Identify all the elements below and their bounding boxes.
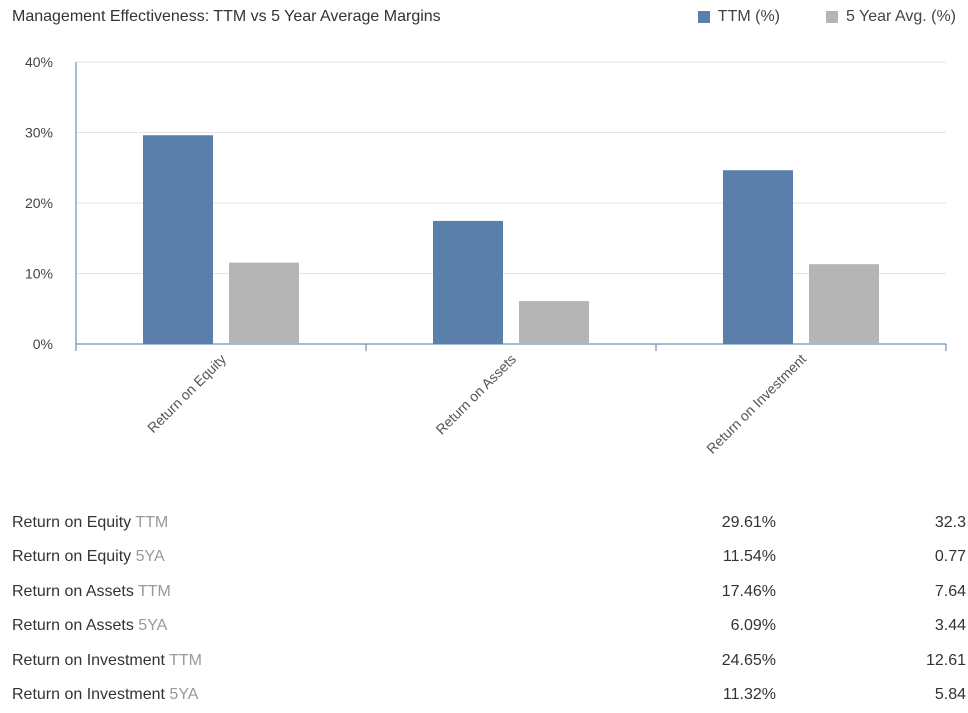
metrics-table: Return on Equity TTM 29.61% 32.3 Return … (12, 507, 966, 713)
row-metric-name: Return on Assets (12, 617, 134, 635)
table-row: Return on Equity 5YA 11.54% 0.77 (12, 541, 966, 575)
row-value: 17.46% (721, 582, 776, 600)
y-tick-label: 40% (25, 54, 53, 70)
chart-legend: TTM (%) 5 Year Avg. (%) (652, 8, 956, 26)
y-tick-label: 30% (25, 125, 53, 141)
table-row: Return on Investment TTM 24.65% 12.61 (12, 645, 966, 679)
row-metric-name: Return on Assets (12, 582, 134, 600)
row-metric-name: Return on Equity (12, 514, 132, 531)
row-value: 29.61% (721, 514, 776, 531)
table-row: Return on Assets TTM 17.46% 7.64 (12, 576, 966, 610)
row-label: Return on Equity 5YA (12, 548, 165, 566)
legend-item-ttm[interactable]: TTM (%) (697, 8, 780, 26)
y-tick-label: 10% (25, 266, 53, 282)
row-value: 24.65% (721, 651, 776, 669)
table-row: Return on Investment 5YA 11.32% 5.84 (12, 679, 966, 713)
row-comparison-value: 7.64 (934, 582, 966, 600)
row-period-suffix: TTM (135, 514, 169, 531)
x-tick-label: Return on Assets (432, 351, 519, 438)
row-label: Return on Assets 5YA (12, 617, 167, 635)
row-metric-name: Return on Investment (12, 685, 165, 703)
row-value: 11.54% (722, 548, 776, 566)
row-comparison-value: 0.77 (934, 548, 966, 566)
chart-header: Management Effectiveness: TTM vs 5 Year … (12, 6, 956, 30)
row-period-suffix: TTM (138, 582, 171, 600)
bar-chart: 0% 10% 20% 30% 40% Return on Equity Return on … (25, 54, 947, 457)
row-period-suffix: TTM (169, 651, 202, 669)
row-label: Return on Equity TTM (12, 514, 168, 532)
row-label: Return on Investment 5YA (12, 686, 198, 704)
row-label: Return on Assets TTM (12, 583, 171, 601)
chart-title: Management Effectiveness: TTM vs 5 Year … (12, 8, 441, 25)
bar-ttm (433, 220, 503, 344)
row-period-suffix: 5YA (169, 685, 199, 703)
row-comparison-value: 5.84 (934, 685, 966, 703)
row-period-suffix: 5YA (135, 548, 165, 566)
row-value: 6.09% (730, 617, 776, 635)
bar-5ya (519, 301, 589, 344)
y-tick-label: 20% (25, 195, 53, 211)
table-row: Return on Equity TTM 29.61% 32.3 (12, 507, 966, 541)
bar-ttm (723, 170, 793, 344)
row-comparison-value: 12.61 (925, 651, 966, 669)
row-metric-name: Return on Equity (12, 548, 132, 566)
bar-5ya (809, 264, 879, 344)
legend-swatch-5ya (826, 11, 838, 23)
row-label: Return on Investment TTM (12, 652, 202, 670)
table-row: Return on Assets 5YA 6.09% 3.44 (12, 610, 966, 644)
legend-label-5ya: 5 Year Avg. (%) (846, 8, 956, 25)
x-tick-label: Return on Investment (703, 351, 809, 457)
row-metric-name: Return on Investment (12, 651, 165, 669)
legend-swatch-ttm (697, 11, 710, 23)
bar-ttm (143, 135, 213, 344)
legend-item-5ya[interactable]: 5 Year Avg. (%) (826, 8, 956, 26)
legend-label-ttm: TTM (%) (717, 8, 780, 25)
row-comparison-value: 32.3 (934, 514, 966, 531)
y-tick-label: 0% (33, 336, 53, 352)
row-period-suffix: 5YA (138, 617, 168, 635)
row-value: 11.32% (722, 685, 776, 703)
bar-5ya (229, 262, 299, 344)
row-comparison-value: 3.44 (934, 617, 966, 635)
x-tick-label: Return on Equity (144, 351, 229, 436)
